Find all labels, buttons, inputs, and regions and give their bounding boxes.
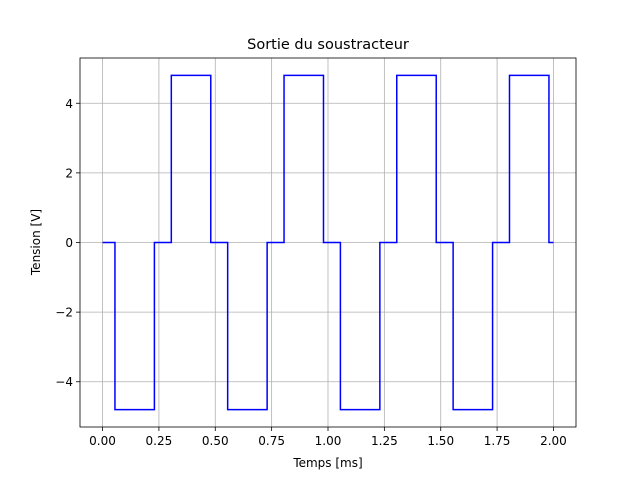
series-line	[102, 74, 554, 411]
series-layer	[102, 74, 554, 411]
y-tick-label: −4	[55, 375, 73, 389]
x-axis: 0.00 0.25 0.50 0.75 1.00 1.25 1.50 1.75 2.00	[89, 427, 567, 448]
y-tick-label: 0	[65, 236, 73, 250]
x-tick-label: 0.50	[202, 434, 229, 448]
x-tick-label: 0.75	[258, 434, 285, 448]
y-tick-label: −2	[55, 306, 73, 320]
x-tick-label: 0.25	[146, 434, 173, 448]
x-tick-label: 1.25	[371, 434, 398, 448]
y-tick-label: 4	[65, 97, 73, 111]
x-tick-label: 1.00	[315, 434, 342, 448]
x-axis-label: Temps [ms]	[292, 456, 362, 470]
y-axis-label: Tension [V]	[29, 209, 43, 276]
x-tick-label: 0.00	[89, 434, 116, 448]
y-tick-label: 2	[65, 166, 73, 180]
x-tick-label: 1.50	[427, 434, 454, 448]
x-tick-label: 1.75	[484, 434, 511, 448]
x-tick-label: 2.00	[540, 434, 567, 448]
chart-title: Sortie du soustracteur	[247, 37, 409, 53]
y-axis: −4 −2 0 2 4	[55, 97, 80, 389]
